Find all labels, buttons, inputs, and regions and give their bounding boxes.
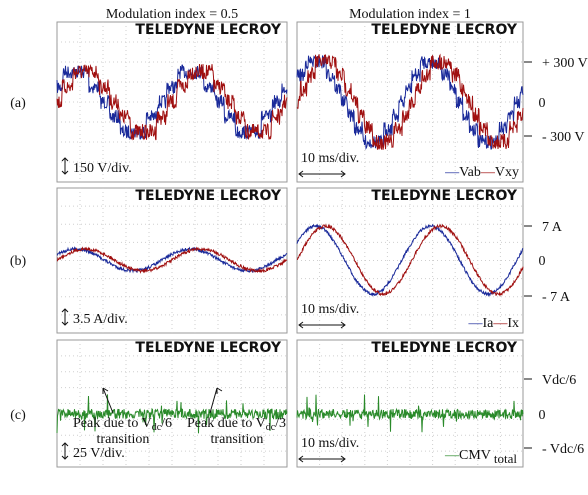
logo: TELEDYNE LECROY (135, 340, 281, 356)
text-part: total (494, 451, 517, 466)
legend-swatch: — (444, 165, 460, 180)
figure: Modulation index = 0.5 Modulation index =… (0, 0, 588, 495)
text-part: Peak due to V (187, 416, 266, 431)
annotation-line2: transition (97, 432, 150, 447)
text-part: Ix (507, 316, 519, 331)
axis-label: 0 (539, 254, 546, 269)
axis-label: 0 (539, 96, 546, 111)
time-scale: 10 ms/div. (301, 151, 359, 166)
axis-label: 7 A (542, 220, 563, 235)
logo: TELEDYNE LECROY (135, 22, 281, 38)
legend-swatch: — (467, 316, 483, 331)
axis-label: Vdc/6 (542, 373, 576, 388)
text-part: CMV (459, 448, 491, 463)
time-scale: 10 ms/div. (301, 302, 359, 317)
legend-swatch: — (492, 316, 508, 331)
logo: TELEDYNE LECROY (371, 340, 517, 356)
legend-swatch: — (480, 165, 496, 180)
time-scale: 10 ms/div. (301, 436, 359, 451)
axis-label: - 7 A (542, 290, 571, 305)
column-title: Modulation index = 1 (349, 7, 471, 22)
axis-label: - Vdc/6 (542, 442, 584, 457)
row-label: (c) (10, 408, 26, 423)
row-label: (a) (10, 96, 26, 111)
scale-label: 25 V/div. (73, 446, 125, 461)
logo: TELEDYNE LECROY (135, 188, 281, 204)
axis-label: - 300 V (542, 130, 585, 145)
axis-label: + 300 V (542, 56, 588, 71)
legend: —Vab—Vxy (444, 165, 519, 180)
logo: TELEDYNE LECROY (371, 188, 517, 204)
legend: —Ia—Ix (467, 316, 519, 331)
text-part: Peak due to V (73, 416, 152, 431)
text-part: /3 (275, 416, 286, 431)
text-part: /6 (161, 416, 172, 431)
column-title: Modulation index = 0.5 (106, 7, 238, 22)
annotation-line2: transition (211, 432, 264, 447)
logo: TELEDYNE LECROY (371, 22, 517, 38)
legend-swatch: — (444, 448, 460, 463)
row-label: (b) (10, 254, 27, 269)
scale-label: 3.5 A/div. (73, 312, 128, 327)
axis-label: 0 (539, 408, 546, 423)
text-part: Vab (459, 165, 481, 180)
text-part: Vxy (495, 165, 519, 180)
scale-label: 150 V/div. (73, 161, 132, 176)
